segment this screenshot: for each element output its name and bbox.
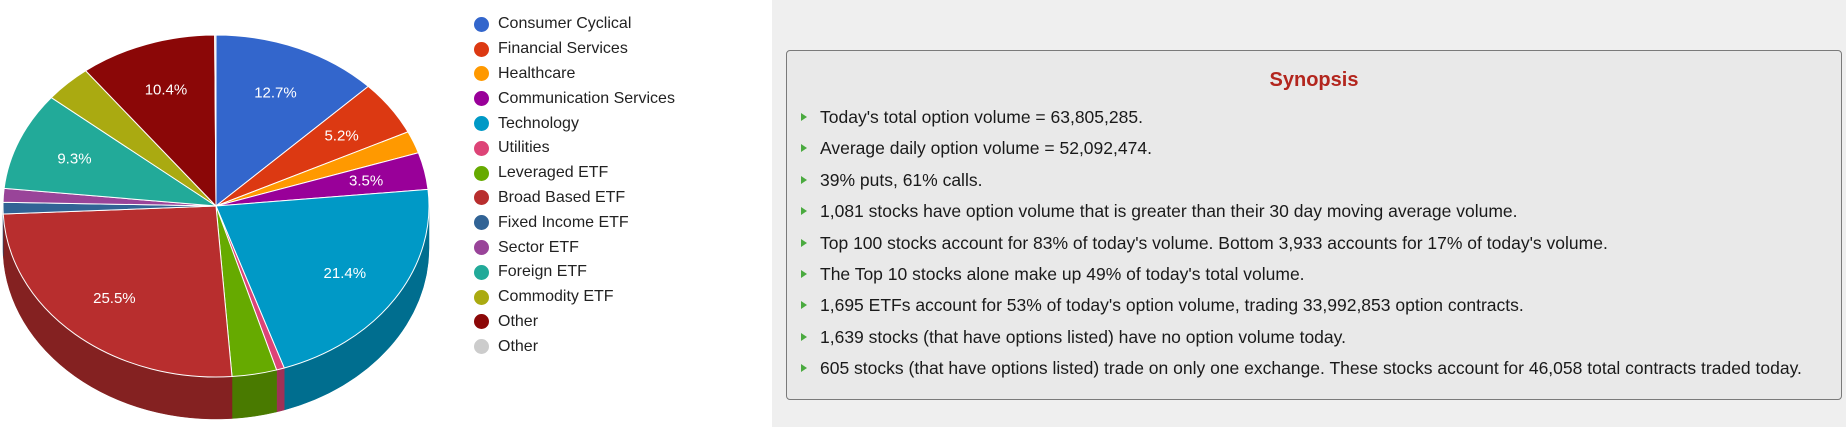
synopsis-item: Average daily option volume = 52,092,474… <box>801 136 1802 167</box>
pie-data-labels: 12.7% 5.2% 3.5% 21.4% 25.5% 9.3% 10.4% <box>57 82 383 308</box>
pie-data-label: 5.2% <box>324 127 358 144</box>
synopsis-item-text: 39% puts, 61% calls. <box>820 169 983 190</box>
pie-data-label: 3.5% <box>349 173 383 190</box>
legend-item[interactable]: Foreign ETF <box>474 260 675 285</box>
legend-item[interactable]: Consumer Cyclical <box>474 12 675 37</box>
synopsis-item: Top 100 stocks account for 83% of today'… <box>801 231 1802 262</box>
synopsis-item: 1,695 ETFs account for 53% of today's op… <box>801 293 1802 324</box>
legend-label: Foreign ETF <box>498 263 587 281</box>
legend: Consumer Cyclical Financial Services Healt… <box>474 12 675 359</box>
legend-item[interactable]: Commodity ETF <box>474 285 675 310</box>
legend-label: Leveraged ETF <box>498 164 609 182</box>
legend-label: Commodity ETF <box>498 288 614 306</box>
pie-side-6 <box>231 369 277 419</box>
pie-slice-10[interactable] <box>3 96 217 207</box>
legend-label: Broad Based ETF <box>498 188 626 206</box>
legend-item[interactable]: Utilities <box>474 136 675 161</box>
legend-item[interactable]: Other <box>474 310 675 335</box>
legend-swatch <box>474 91 489 107</box>
synopsis-item: The Top 10 stocks alone make up 49% of t… <box>801 262 1802 293</box>
synopsis-panel: Synopsis Today's total option volume = 6… <box>772 0 1846 427</box>
pie-sides <box>2 205 430 420</box>
legend-label: Consumer Cyclical <box>498 15 632 33</box>
pie-chart: 12.7% 5.2% 3.5% 21.4% 25.5% 9.3% 10.4% <box>2 34 430 420</box>
pie-data-label: 12.7% <box>254 85 297 102</box>
legend-swatch <box>474 140 489 156</box>
bullet-arrow-icon <box>801 269 807 278</box>
legend-label: Other <box>498 312 539 330</box>
bullet-arrow-icon <box>801 238 807 247</box>
pie-slice-4[interactable] <box>215 188 430 369</box>
pie-top <box>2 34 430 378</box>
synopsis-item: 39% puts, 61% calls. <box>801 168 1802 199</box>
legend-item[interactable]: Leveraged ETF <box>474 161 675 186</box>
legend-label: Sector ETF <box>498 238 579 256</box>
synopsis-list: Today's total option volume = 63,805,285… <box>801 105 1802 388</box>
pie-data-label: 21.4% <box>324 265 367 282</box>
legend-swatch <box>474 190 489 206</box>
legend-item[interactable]: Financial Services <box>474 37 675 62</box>
bullet-arrow-icon <box>801 144 807 153</box>
pie-data-label: 9.3% <box>57 151 91 168</box>
legend-swatch <box>474 240 489 256</box>
legend-swatch <box>474 215 489 231</box>
synopsis-item: 1,081 stocks have option volume that is … <box>801 199 1802 230</box>
bullet-arrow-icon <box>801 207 807 216</box>
synopsis-box: Synopsis Today's total option volume = 6… <box>786 50 1842 400</box>
bullet-arrow-icon <box>801 332 807 341</box>
synopsis-title: Synopsis <box>1269 69 1359 91</box>
legend-swatch <box>474 289 489 305</box>
synopsis-item-text: 1,695 ETFs account for 53% of today's op… <box>820 295 1524 316</box>
pie-data-label: 10.4% <box>145 82 188 99</box>
legend-item[interactable]: Technology <box>474 111 675 136</box>
bullet-arrow-icon <box>801 113 807 121</box>
legend-item[interactable]: Sector ETF <box>474 235 675 260</box>
synopsis-item-text: Average daily option volume = 52,092,474… <box>820 138 1152 159</box>
pie-slice-0[interactable] <box>215 34 370 208</box>
synopsis-item: 1,639 stocks (that have options listed) … <box>801 325 1802 356</box>
synopsis-item-text: 1,639 stocks (that have options listed) … <box>820 326 1346 347</box>
legend-label: Communication Services <box>498 89 675 107</box>
legend-swatch <box>474 339 489 355</box>
legend-swatch <box>474 314 489 330</box>
chart-area: 12.7% 5.2% 3.5% 21.4% 25.5% 9.3% 10.4% Consume… <box>0 0 772 427</box>
legend-item[interactable]: Broad Based ETF <box>474 186 675 211</box>
legend-label: Utilities <box>498 139 550 157</box>
legend-label: Fixed Income ETF <box>498 213 629 231</box>
synopsis-item-text: The Top 10 stocks alone make up 49% of t… <box>820 263 1305 284</box>
legend-label: Healthcare <box>498 64 576 82</box>
synopsis-item-text: 1,081 stocks have option volume that is … <box>820 201 1518 222</box>
pie-slice-12[interactable] <box>84 34 217 208</box>
legend-item[interactable]: Other <box>474 334 675 359</box>
bullet-arrow-icon <box>801 175 807 184</box>
legend-label: Technology <box>498 114 579 132</box>
legend-swatch <box>474 41 489 57</box>
legend-item[interactable]: Communication Services <box>474 86 675 111</box>
legend-swatch <box>474 66 489 82</box>
synopsis-item: 605 stocks (that have options listed) tr… <box>801 356 1802 387</box>
legend-label: Other <box>498 337 539 355</box>
legend-swatch <box>474 16 489 32</box>
legend-swatch <box>474 116 489 132</box>
synopsis-item-text: 605 stocks (that have options listed) tr… <box>820 358 1802 379</box>
pie-data-label: 25.5% <box>93 290 136 307</box>
pie-side-5 <box>276 367 285 413</box>
legend-item[interactable]: Fixed Income ETF <box>474 210 675 235</box>
pie-slice-7[interactable] <box>2 205 233 378</box>
bullet-arrow-icon <box>801 301 807 310</box>
synopsis-item: Today's total option volume = 63,805,285… <box>801 105 1802 136</box>
pie-slice-13[interactable] <box>214 34 217 207</box>
synopsis-item-text: Today's total option volume = 63,805,285… <box>820 107 1143 127</box>
legend-swatch <box>474 165 489 181</box>
legend-item[interactable]: Healthcare <box>474 62 675 87</box>
synopsis-item-text: Top 100 stocks account for 83% of today'… <box>820 232 1608 253</box>
legend-swatch <box>474 264 489 280</box>
bullet-arrow-icon <box>801 364 807 373</box>
legend-label: Financial Services <box>498 40 628 58</box>
